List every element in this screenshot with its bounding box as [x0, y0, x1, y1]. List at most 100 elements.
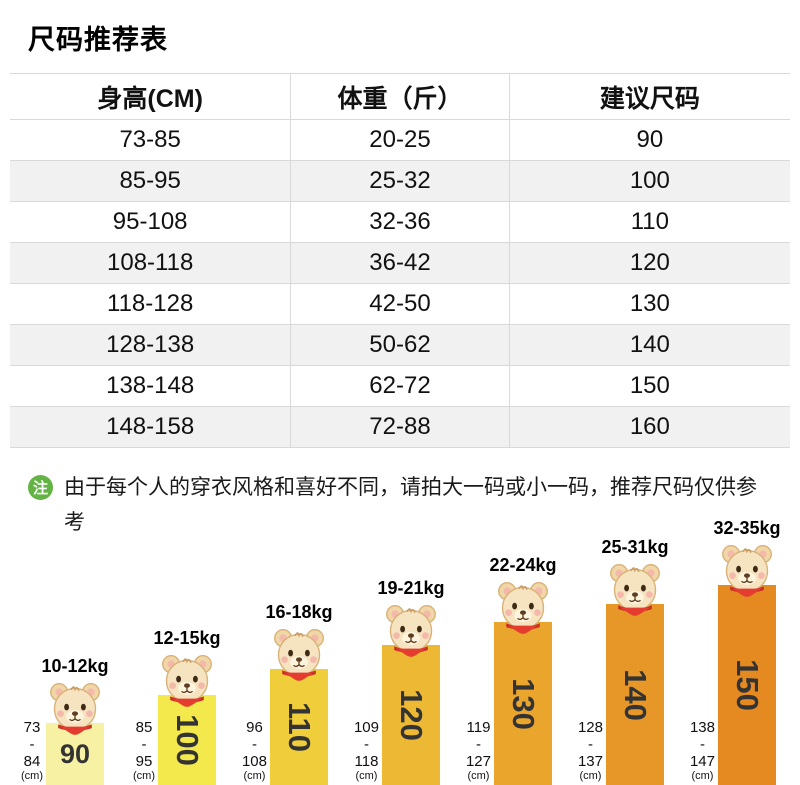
- height-range-label: 138 - 147 (cm): [690, 719, 715, 783]
- weight-label: 32-35kg: [713, 518, 781, 538]
- page-title: 尺码推荐表: [28, 25, 168, 55]
- table-row: 85-95 25-32 100: [10, 160, 790, 202]
- table-cell: 73-85: [10, 119, 292, 161]
- size-label: 130: [505, 677, 541, 730]
- size-label: 90: [59, 738, 91, 769]
- size-bar: 138 - 147 (cm) 150: [690, 585, 776, 785]
- bar-group: 10-12kg 73 - 84 (cm): [21, 656, 109, 785]
- bar-group: 12-15kg 85 - 95 (cm): [133, 628, 221, 785]
- range-dash: -: [363, 736, 369, 753]
- table-cell: 140: [509, 324, 790, 366]
- table-cell: 50-62: [290, 324, 510, 366]
- range-dash: -: [251, 736, 257, 753]
- note-badge-icon: 注: [28, 475, 53, 500]
- table-cell: 72-88: [290, 406, 510, 448]
- table-cell: 42-50: [290, 283, 510, 325]
- size-bar: 109 - 118 (cm) 120: [354, 645, 440, 785]
- table-row: 128-138 50-62 140: [10, 324, 790, 366]
- bear-icon: [274, 629, 324, 681]
- column-header-weight: 体重（斤）: [290, 73, 510, 120]
- height-unit: (cm): [691, 770, 714, 782]
- note-section: 注 由于每个人的穿衣风格和喜好不同，请拍大一码或小一码，推荐尺码仅供参考: [28, 470, 768, 540]
- table-cell: 36-42: [290, 242, 510, 284]
- weight-label: 22-24kg: [489, 555, 557, 575]
- table-row: 108-118 36-42 120: [10, 242, 790, 284]
- table-cell: 138-148: [10, 365, 292, 407]
- table-cell: 118-128: [10, 283, 292, 325]
- bar-group: 25-31kg 128 - 137 (cm): [578, 537, 669, 785]
- table-cell: 62-72: [290, 365, 510, 407]
- column-header-height: 身高(CM): [10, 73, 292, 120]
- height-min: 109: [353, 719, 379, 736]
- height-range-label: 109 - 118 (cm): [354, 719, 379, 783]
- size-bar: 85 - 95 (cm) 100: [133, 695, 216, 785]
- table-cell: 108-118: [10, 242, 292, 284]
- height-max: 127: [465, 753, 491, 770]
- height-max: 118: [354, 753, 379, 770]
- table-header-row: 身高(CM) 体重（斤） 建议尺码: [10, 73, 790, 120]
- height-min: 128: [577, 719, 603, 736]
- size-bar: 96 - 108 (cm) 110: [242, 669, 328, 785]
- size-label: 100: [169, 714, 205, 766]
- height-max: 147: [689, 753, 715, 770]
- bar-group: 32-35kg 138 - 147 (cm): [690, 518, 781, 785]
- bear-icon: [386, 605, 436, 657]
- height-unit: (cm): [579, 770, 602, 782]
- note-text: 由于每个人的穿衣风格和喜好不同，请拍大一码或小一码，推荐尺码仅供参考: [64, 476, 757, 534]
- table-cell: 95-108: [10, 201, 292, 243]
- height-unit: (cm): [467, 770, 490, 782]
- range-dash: -: [141, 736, 147, 753]
- table-cell: 130: [509, 283, 790, 325]
- height-range-label: 128 - 137 (cm): [578, 719, 603, 783]
- table-cell: 150: [509, 365, 790, 407]
- weight-label: 25-31kg: [601, 537, 669, 557]
- bear-icon: [722, 545, 772, 597]
- size-table: 身高(CM) 体重（斤） 建议尺码 73-85 20-25 90 85-95 2…: [10, 73, 790, 448]
- size-label: 150: [729, 659, 765, 711]
- height-min: 96: [246, 719, 263, 736]
- weight-label: 16-18kg: [265, 602, 333, 622]
- range-dash: -: [587, 736, 593, 753]
- table-cell: 160: [509, 406, 790, 448]
- size-label: 140: [617, 668, 653, 721]
- table-cell: 128-138: [10, 324, 292, 366]
- bear-icon: [162, 655, 212, 707]
- height-max: 84: [23, 753, 41, 770]
- height-max: 137: [577, 753, 603, 770]
- bar-group: 19-21kg 109 - 118 (cm): [354, 578, 445, 785]
- bar-group: 16-18kg 96 - 108 (cm): [242, 602, 333, 785]
- table-row: 148-158 72-88 160: [10, 406, 790, 448]
- table-cell: 100: [509, 160, 790, 202]
- range-dash: -: [475, 736, 481, 753]
- column-header-size: 建议尺码: [509, 73, 790, 120]
- table-cell: 25-32: [290, 160, 510, 202]
- size-bar: 128 - 137 (cm) 140: [578, 604, 664, 785]
- bear-icon: [50, 683, 100, 735]
- table-row: 118-128 42-50 130: [10, 283, 790, 325]
- height-unit: (cm): [133, 770, 155, 782]
- height-min: 138: [689, 719, 715, 736]
- size-label: 120: [393, 689, 429, 741]
- height-min: 119: [466, 719, 491, 736]
- height-range-label: 96 - 108 (cm): [242, 719, 267, 783]
- table-row: 138-148 62-72 150: [10, 365, 790, 407]
- height-unit: (cm): [243, 770, 266, 782]
- weight-label: 12-15kg: [153, 628, 221, 648]
- height-range-label: 85 - 95 (cm): [133, 719, 155, 783]
- table-cell: 20-25: [290, 119, 510, 161]
- bar-group: 22-24kg 119 - 127 (cm): [466, 555, 557, 785]
- height-range-label: 73 - 84 (cm): [21, 719, 43, 783]
- table-row: 95-108 32-36 110: [10, 201, 790, 243]
- table-row: 73-85 20-25 90: [10, 119, 790, 161]
- range-dash: -: [29, 736, 35, 753]
- height-unit: (cm): [21, 770, 43, 782]
- table-cell: 110: [509, 201, 790, 243]
- table-cell: 148-158: [10, 406, 292, 448]
- height-max: 95: [135, 753, 153, 770]
- bear-icon: [498, 582, 548, 634]
- height-max: 108: [241, 753, 267, 770]
- weight-label: 19-21kg: [377, 578, 445, 598]
- size-bar: 119 - 127 (cm) 130: [466, 622, 552, 785]
- size-bar-chart: 10-12kg 73 - 84 (cm): [0, 518, 800, 785]
